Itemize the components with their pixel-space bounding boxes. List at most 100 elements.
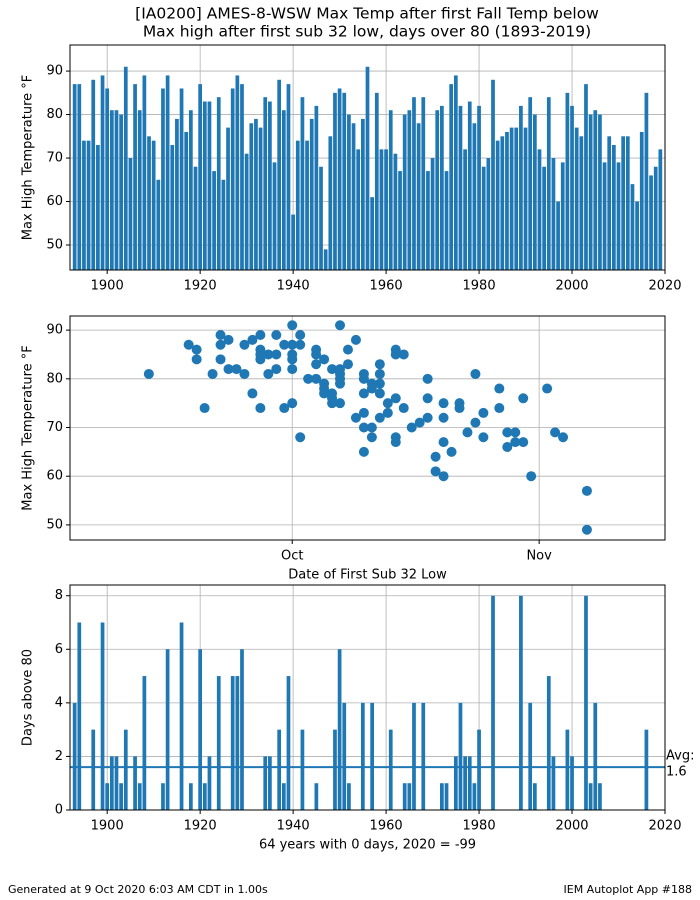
- point: [319, 354, 330, 365]
- point: [438, 412, 449, 423]
- y-tick-label: 4: [55, 695, 63, 710]
- y-axis-label: Days above 80: [21, 649, 36, 746]
- bar: [560, 162, 565, 270]
- bar: [170, 145, 175, 270]
- point: [526, 471, 537, 482]
- bar: [133, 84, 137, 270]
- point: [311, 349, 322, 360]
- x-axis-label: Date of First Sub 32 Low: [288, 568, 447, 583]
- average-label: Avg:: [666, 749, 694, 764]
- bar: [546, 97, 551, 270]
- x-tick-label: 1940: [277, 279, 310, 294]
- bar: [630, 184, 635, 270]
- x-tick-label: 1980: [463, 819, 496, 834]
- bar: [119, 783, 123, 810]
- bar: [184, 131, 189, 270]
- point: [342, 359, 353, 370]
- point: [223, 364, 234, 375]
- point: [239, 368, 250, 379]
- point: [430, 466, 441, 477]
- x-tick-label: 1920: [184, 819, 217, 834]
- point: [366, 383, 377, 394]
- point: [183, 339, 194, 350]
- point: [263, 349, 274, 360]
- bar: [565, 92, 570, 270]
- bar: [100, 75, 105, 270]
- point: [422, 393, 433, 404]
- bar: [281, 783, 286, 810]
- bar: [123, 66, 128, 270]
- bar: [189, 110, 193, 270]
- bar: [216, 676, 221, 810]
- point: [303, 373, 314, 384]
- bar: [379, 149, 384, 270]
- y-tick-label: 70: [46, 420, 63, 435]
- y-tick-label: 6: [55, 642, 63, 657]
- bar: [370, 197, 375, 270]
- bar: [226, 127, 230, 270]
- bar: [430, 158, 435, 270]
- point: [295, 329, 306, 340]
- bar: [91, 79, 96, 270]
- bar: [598, 114, 602, 270]
- bar: [161, 88, 165, 270]
- point: [366, 432, 377, 443]
- point: [374, 359, 385, 370]
- bar: [105, 88, 110, 270]
- bar: [444, 171, 449, 270]
- point: [358, 407, 369, 418]
- bar: [556, 201, 560, 270]
- point: [438, 471, 449, 482]
- bar: [221, 179, 226, 270]
- bar: [449, 84, 454, 270]
- bar: [244, 153, 249, 270]
- bar: [161, 783, 165, 810]
- point: [335, 398, 346, 409]
- x-tick-label: 2000: [555, 819, 588, 834]
- bar: [114, 756, 119, 810]
- bar: [309, 118, 314, 270]
- chart-subtitle: Max high after first sub 32 low, days ov…: [143, 23, 591, 41]
- bar: [305, 140, 309, 270]
- bar: [593, 110, 598, 270]
- point: [207, 368, 218, 379]
- bar: [300, 729, 305, 810]
- point: [581, 485, 592, 496]
- point: [510, 427, 521, 438]
- point: [382, 407, 393, 418]
- point: [215, 329, 226, 340]
- bar: [393, 153, 398, 270]
- bar: [281, 110, 286, 270]
- point: [358, 388, 369, 399]
- x-tick-label: 1980: [463, 279, 496, 294]
- point: [422, 412, 433, 423]
- bar: [337, 649, 342, 810]
- bar: [644, 729, 649, 810]
- bar: [426, 171, 430, 270]
- bar: [435, 110, 440, 270]
- bar: [407, 783, 412, 810]
- bar: [328, 136, 333, 270]
- point: [295, 432, 306, 443]
- x-tick-label: 1920: [184, 279, 217, 294]
- point: [239, 339, 250, 350]
- bar: [440, 783, 444, 810]
- point: [311, 359, 322, 370]
- bar: [388, 110, 393, 270]
- bar: [235, 75, 240, 270]
- bar: [402, 783, 407, 810]
- bar: [551, 158, 556, 270]
- point: [358, 422, 369, 433]
- bar: [458, 702, 463, 810]
- bar: [342, 702, 347, 810]
- bar: [584, 595, 588, 810]
- bar: [179, 88, 184, 270]
- x-tick-label: 1900: [91, 819, 124, 834]
- chart-title: [IA0200] AMES-8-WSW Max Temp after first…: [135, 5, 599, 23]
- bar: [258, 127, 263, 270]
- x-tick-label: 2020: [648, 819, 681, 834]
- point: [454, 403, 465, 414]
- bar: [189, 783, 193, 810]
- bar: [72, 702, 77, 810]
- point: [350, 334, 361, 345]
